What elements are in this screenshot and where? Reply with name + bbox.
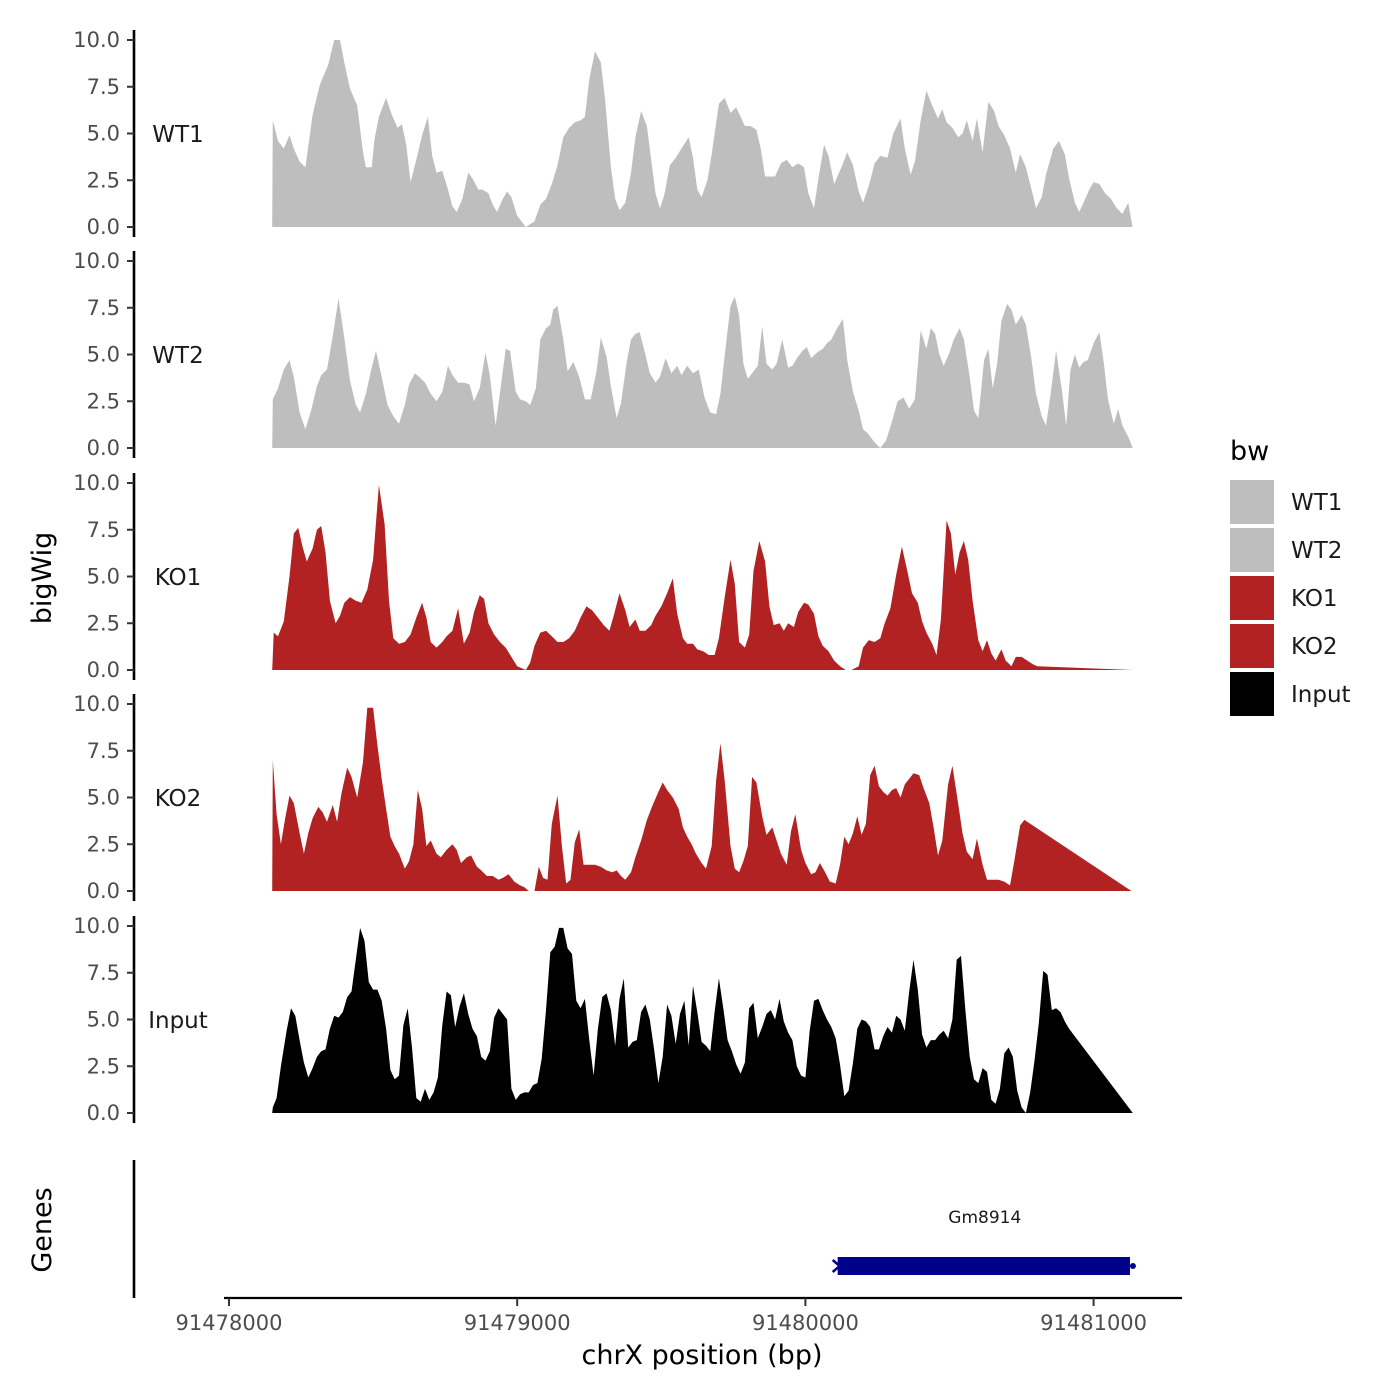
coverage-tracks: 0.02.55.07.510.0WT10.02.55.07.510.0WT20.… (73, 28, 1134, 1125)
y-tick-label: 7.5 (87, 518, 120, 542)
legend-label: WT1 (1291, 490, 1342, 516)
track-label: Input (148, 1008, 208, 1034)
legend-swatch (1230, 624, 1274, 668)
y-tick-label: 0.0 (87, 658, 120, 682)
y-tick-label: 7.5 (87, 296, 120, 320)
y-tick-label: 5.0 (87, 122, 120, 146)
coverage-area-ko2 (272, 707, 1133, 891)
legend-swatch (1230, 576, 1274, 620)
legend-label: KO2 (1291, 634, 1338, 660)
coverage-area-ko1 (272, 484, 1133, 670)
gene-items: Gm8914 (831, 1208, 1136, 1275)
gene-label: Gm8914 (948, 1208, 1021, 1228)
y-tick-label: 7.5 (87, 961, 120, 985)
gene-body (837, 1257, 1130, 1275)
y-tick-label: 0.0 (87, 215, 120, 239)
coverage-area-wt2 (272, 296, 1134, 448)
legend-swatch (1230, 480, 1274, 524)
y-tick-label: 0.0 (87, 1101, 120, 1125)
legend-title: bw (1230, 436, 1269, 467)
strand-arrow-icon (831, 1259, 842, 1273)
x-axis: 91478000 91479000 91480000 91481000 (176, 1296, 1182, 1335)
y-tick-label: 2.5 (87, 611, 120, 635)
legend-label: KO1 (1291, 586, 1338, 612)
track-ko2: 0.0 2.5 5.0 7.5 10.0 KO2 (73, 692, 1133, 903)
legend: bw WT1 WT2 KO1 KO2 Input (1230, 436, 1351, 716)
x-tick-label: 91479000 (464, 1311, 571, 1335)
track-wt1: 0.0 2.5 5.0 7.5 10.0 WT1 (73, 28, 1133, 239)
track-label: KO1 (155, 565, 202, 591)
y-tick-label: 10.0 (73, 692, 120, 716)
y-tick-label: 7.5 (87, 739, 120, 763)
y-tick-label: 7.5 (87, 75, 120, 99)
x-axis-title: chrX position (bp) (581, 1340, 822, 1371)
track-input: 0.0 2.5 5.0 7.5 10.0 Input (73, 914, 1133, 1125)
track-ko1: 0.0 2.5 5.0 7.5 10.0 KO1 (73, 471, 1133, 682)
y-tick-label: 2.5 (87, 832, 120, 856)
y-tick-label: 0.0 (87, 879, 120, 903)
y-tick-label: 2.5 (87, 1054, 120, 1078)
genes-track: Genes Gm8914 (27, 1160, 1136, 1298)
gene-end-cap (1129, 1263, 1136, 1269)
y-tick-label: 10.0 (73, 249, 120, 273)
legend-label: WT2 (1291, 538, 1342, 564)
y-tick-label: 2.5 (87, 389, 120, 413)
y-tick-label: 5.0 (87, 565, 120, 589)
legend-label: Input (1291, 682, 1351, 708)
y-tick-label: 5.0 (87, 1008, 120, 1032)
track-label: WT2 (152, 343, 203, 369)
y-tick-label: 10.0 (73, 914, 120, 938)
coverage-area-wt1 (272, 40, 1133, 227)
x-tick-label: 91481000 (1040, 1311, 1147, 1335)
track-label: WT1 (152, 122, 203, 148)
genes-track-label: Genes (27, 1187, 58, 1272)
coverage-area-input (272, 927, 1133, 1113)
y-tick-label: 10.0 (73, 28, 120, 52)
track-label: KO2 (155, 786, 202, 812)
y-tick-label: 5.0 (87, 343, 120, 367)
y-tick-label: 0.0 (87, 436, 120, 460)
x-tick-label: 91478000 (176, 1311, 283, 1335)
legend-swatch (1230, 528, 1274, 572)
y-axis-title: bigWig (27, 532, 58, 625)
y-tick-label: 5.0 (87, 786, 120, 810)
track-wt2: 0.0 2.5 5.0 7.5 10.0 WT2 (73, 249, 1134, 460)
y-tick-label: 2.5 (87, 168, 120, 192)
x-tick-label: 91480000 (752, 1311, 859, 1335)
y-tick-label: 10.0 (73, 471, 120, 495)
legend-swatch (1230, 672, 1274, 716)
